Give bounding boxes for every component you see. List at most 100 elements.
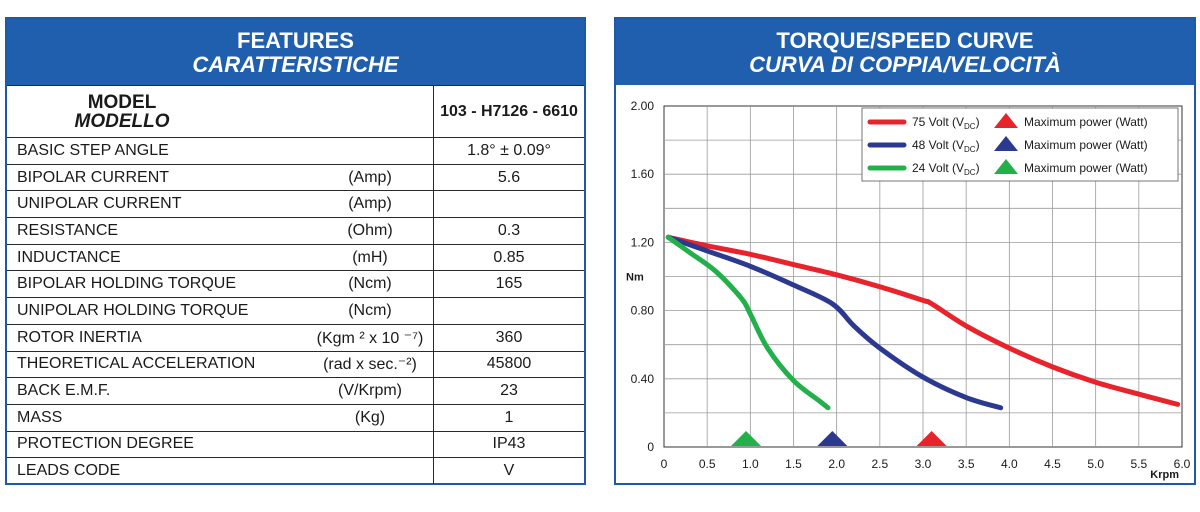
model-label: MODEL bbox=[87, 91, 157, 113]
legend-label: 75 Volt (VDC) bbox=[912, 115, 980, 131]
feature-unit: (Kgm ² x 10 ⁻⁷) bbox=[307, 323, 434, 351]
feature-unit: (Ncm) bbox=[307, 270, 434, 298]
feature-row: ROTOR INERTIA (Kgm ² x 10 ⁻⁷) 360 bbox=[7, 323, 584, 351]
feature-unit bbox=[307, 137, 434, 165]
features-panel: FEATURES CARATTERISTICHE MODEL MODELLO 1… bbox=[5, 17, 586, 485]
x-tick-label: 4.0 bbox=[1001, 457, 1018, 471]
feature-unit: (Amp) bbox=[307, 190, 434, 218]
feature-value: 0.85 bbox=[433, 243, 584, 271]
feature-row: INDUCTANCE (mH) 0.85 bbox=[7, 243, 584, 271]
model-row: MODEL MODELLO 103 - H7126 - 6610 bbox=[7, 85, 584, 138]
feature-label: RESISTANCE bbox=[7, 217, 307, 245]
max-power-marker-75-volt bbox=[916, 431, 947, 446]
feature-row: BACK E.M.F. (V/Krpm) 23 bbox=[7, 377, 584, 405]
x-tick-label: 5.5 bbox=[1130, 457, 1147, 471]
feature-unit: (Amp) bbox=[307, 163, 434, 191]
feature-label: UNIPOLAR CURRENT bbox=[7, 190, 307, 218]
legend-max-power-label: Maximum power (Watt) bbox=[1024, 138, 1148, 152]
x-tick-label: 2.0 bbox=[828, 457, 845, 471]
feature-row: THEORETICAL ACCELERATION (rad x sec.⁻²) 45… bbox=[7, 350, 584, 378]
model-label-it: MODELLO bbox=[74, 110, 170, 132]
model-value: 103 - H7126 - 6610 bbox=[433, 85, 584, 138]
feature-label: PROTECTION DEGREE bbox=[7, 430, 307, 458]
x-tick-label: 0 bbox=[661, 457, 668, 471]
legend-label: 48 Volt (VDC) bbox=[912, 138, 980, 154]
y-tick-label: 2.00 bbox=[631, 99, 655, 113]
feature-label: ROTOR INERTIA bbox=[7, 323, 307, 351]
legend-label: 24 Volt (VDC) bbox=[912, 161, 980, 177]
curve-subtitle: CURVA DI COPPIA/VELOCITÀ bbox=[749, 52, 1061, 77]
x-tick-label: 1.0 bbox=[742, 457, 759, 471]
feature-row: BIPOLAR HOLDING TORQUE (Ncm) 165 bbox=[7, 270, 584, 298]
torque-speed-chart: 0 0.5 1.0 1.5 2.0 2.5 3.0 3.5 4.0 4.5 5.0 5.5 6.0 0 0.… bbox=[626, 99, 1191, 481]
y-tick-label: 0.80 bbox=[631, 304, 655, 318]
x-axis-label: Krpm bbox=[1150, 469, 1179, 481]
feature-unit: (Kg) bbox=[307, 403, 434, 432]
feature-label: MASS bbox=[7, 403, 307, 432]
feature-value bbox=[433, 190, 584, 218]
feature-value: 0.3 bbox=[433, 217, 584, 245]
x-tick-label: 3.5 bbox=[958, 457, 975, 471]
features-title: FEATURES bbox=[237, 28, 354, 53]
feature-unit: (V/Krpm) bbox=[307, 377, 434, 405]
feature-row: PROTECTION DEGREE IP43 bbox=[7, 430, 584, 458]
feature-value: V bbox=[433, 457, 584, 484]
feature-unit: (rad x sec.⁻²) bbox=[307, 350, 434, 378]
x-tick-label: 2.5 bbox=[871, 457, 888, 471]
feature-value: 23 bbox=[433, 377, 584, 405]
feature-value: 45800 bbox=[433, 350, 584, 378]
curve-title: TORQUE/SPEED CURVE bbox=[776, 28, 1034, 53]
feature-row: RESISTANCE (Ohm) 0.3 bbox=[7, 217, 584, 245]
x-tick-label: 5.0 bbox=[1087, 457, 1104, 471]
feature-row: BIPOLAR CURRENT (Amp) 5.6 bbox=[7, 163, 584, 191]
feature-unit: (mH) bbox=[307, 243, 434, 271]
x-tick-label: 3.0 bbox=[915, 457, 932, 471]
feature-value: 165 bbox=[433, 270, 584, 298]
feature-unit: (Ohm) bbox=[307, 217, 434, 245]
x-tick-label: 4.5 bbox=[1044, 457, 1061, 471]
feature-row: BASIC STEP ANGLE 1.8° ± 0.09° bbox=[7, 137, 584, 165]
feature-unit bbox=[307, 457, 434, 484]
feature-value bbox=[433, 297, 584, 325]
y-tick-label: 1.60 bbox=[631, 167, 655, 181]
legend-marker bbox=[994, 113, 1018, 128]
feature-unit: (Ncm) bbox=[307, 297, 434, 325]
feature-label: INDUCTANCE bbox=[7, 243, 307, 271]
y-tick-label: 0 bbox=[647, 440, 654, 454]
feature-value: 1.8° ± 0.09° bbox=[433, 137, 584, 165]
legend-box bbox=[861, 107, 1179, 182]
series-line-75-volt bbox=[665, 234, 1181, 407]
legend-marker bbox=[994, 136, 1018, 151]
legend-max-power-label: Maximum power (Watt) bbox=[1024, 161, 1148, 175]
legend-max-power-label: Maximum power (Watt) bbox=[1024, 115, 1148, 129]
feature-value: 1 bbox=[433, 403, 584, 432]
feature-label: LEADS CODE bbox=[7, 457, 307, 484]
series-line-48-volt bbox=[665, 234, 1004, 411]
y-tick-label: 0.40 bbox=[631, 372, 655, 386]
max-power-marker-24-volt bbox=[731, 431, 762, 446]
feature-label: BIPOLAR CURRENT bbox=[7, 163, 307, 191]
feature-label: BACK E.M.F. bbox=[7, 377, 307, 405]
feature-row: LEADS CODE V bbox=[7, 457, 584, 484]
feature-label: UNIPOLAR HOLDING TORQUE bbox=[7, 297, 307, 325]
legend-marker bbox=[994, 159, 1018, 174]
feature-label: BIPOLAR HOLDING TORQUE bbox=[7, 270, 307, 298]
feature-unit bbox=[307, 430, 434, 458]
features-table: MODEL MODELLO 103 - H7126 - 6610 BASIC S… bbox=[7, 85, 584, 484]
y-tick-label: 1.20 bbox=[631, 235, 655, 249]
y-axis-label: Nm bbox=[626, 272, 644, 284]
series-line-24-volt bbox=[665, 234, 831, 411]
feature-value: 5.6 bbox=[433, 163, 584, 191]
torque-speed-panel: TORQUE/SPEED CURVE CURVA DI COPPIA/VELOC… bbox=[614, 17, 1196, 485]
features-header: FEATURES CARATTERISTICHE bbox=[7, 19, 584, 85]
model-heading: MODEL MODELLO bbox=[7, 93, 237, 131]
feature-value: 360 bbox=[433, 323, 584, 351]
x-tick-label: 6.0 bbox=[1174, 457, 1191, 471]
feature-label: BASIC STEP ANGLE bbox=[7, 137, 307, 165]
feature-row: UNIPOLAR HOLDING TORQUE (Ncm) bbox=[7, 297, 584, 325]
features-subtitle: CARATTERISTICHE bbox=[192, 52, 399, 77]
feature-row: MASS (Kg) 1 bbox=[7, 403, 584, 432]
max-power-marker-48-volt bbox=[817, 431, 848, 446]
x-tick-label: 1.5 bbox=[785, 457, 802, 471]
x-tick-label: 0.5 bbox=[699, 457, 716, 471]
